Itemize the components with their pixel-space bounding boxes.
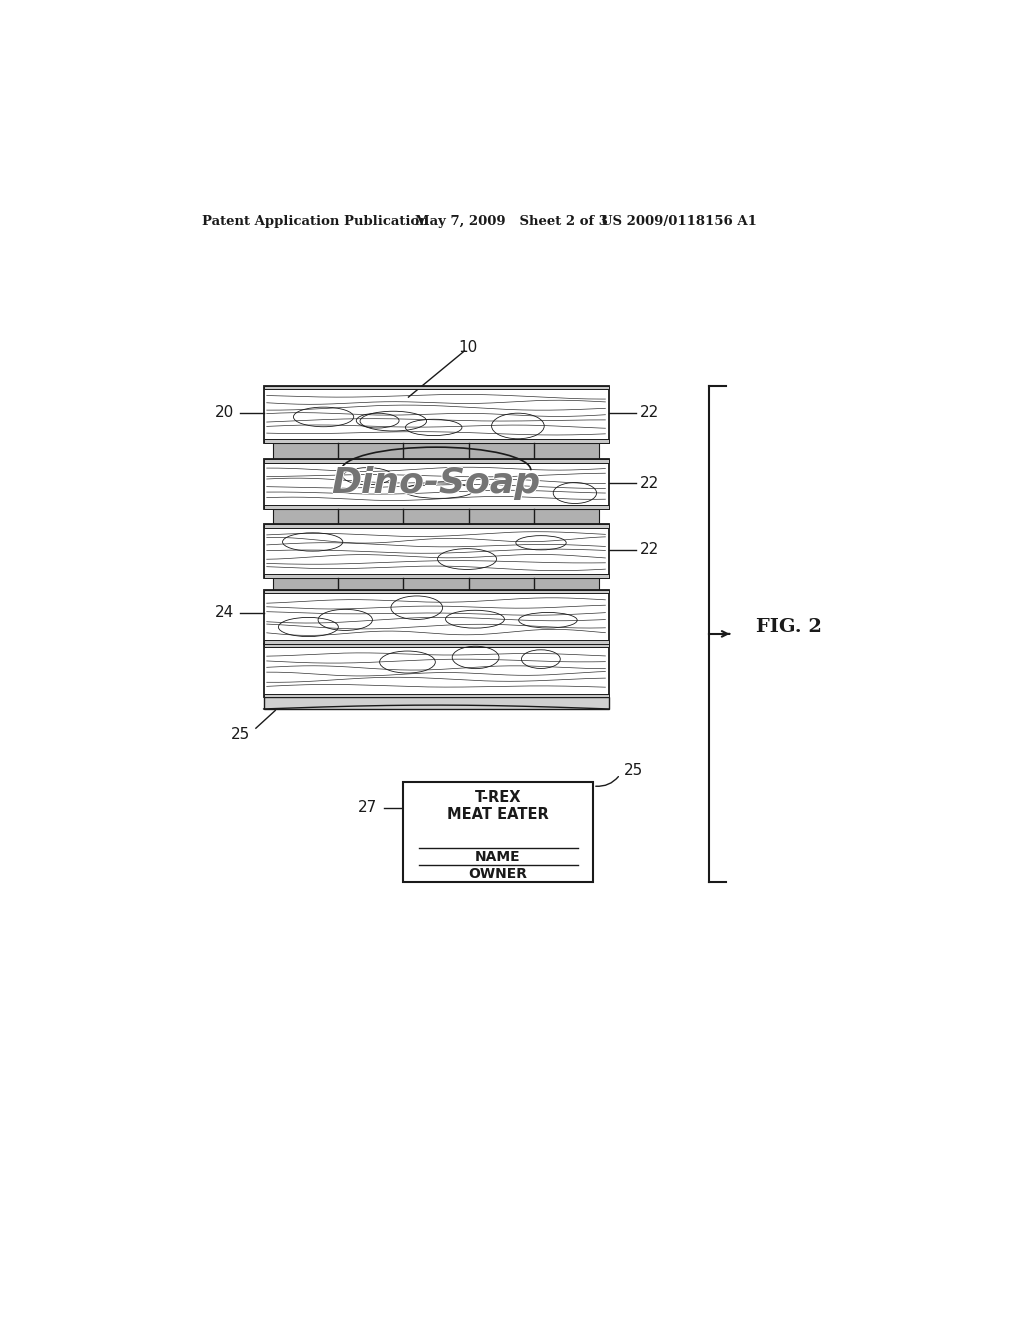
Text: 22: 22: [640, 475, 658, 491]
Text: 22: 22: [640, 543, 658, 557]
Polygon shape: [263, 524, 608, 578]
Polygon shape: [263, 385, 608, 389]
Polygon shape: [263, 385, 608, 444]
Text: 27: 27: [358, 800, 378, 814]
Text: 20: 20: [215, 405, 234, 420]
Text: Dino-Soap: Dino-Soap: [332, 466, 541, 500]
Text: 25: 25: [230, 727, 250, 742]
Text: 24: 24: [215, 605, 234, 620]
Text: OWNER: OWNER: [469, 867, 527, 882]
Polygon shape: [403, 781, 593, 882]
Text: T-REX: T-REX: [475, 789, 521, 805]
Text: Dino-Soap: Dino-Soap: [332, 467, 541, 502]
Text: Dino-Soap: Dino-Soap: [332, 466, 541, 500]
Text: NAME: NAME: [475, 850, 521, 863]
Polygon shape: [263, 590, 608, 644]
Polygon shape: [273, 444, 599, 459]
Polygon shape: [263, 440, 608, 444]
Polygon shape: [263, 644, 608, 697]
Text: Dino-Soap: Dino-Soap: [331, 466, 540, 500]
Polygon shape: [263, 697, 608, 709]
Text: Dino-Soap: Dino-Soap: [333, 466, 542, 500]
Polygon shape: [263, 640, 608, 644]
Polygon shape: [263, 574, 608, 578]
Text: 10: 10: [459, 339, 478, 355]
Polygon shape: [263, 644, 608, 647]
Text: 22: 22: [640, 405, 658, 420]
Text: MEAT EATER: MEAT EATER: [447, 807, 549, 822]
Polygon shape: [263, 693, 608, 697]
Polygon shape: [273, 508, 599, 524]
Polygon shape: [263, 590, 608, 594]
Text: Patent Application Publication: Patent Application Publication: [202, 215, 428, 228]
Text: 25: 25: [624, 763, 643, 777]
Text: US 2009/0118156 A1: US 2009/0118156 A1: [601, 215, 757, 228]
Polygon shape: [263, 459, 608, 508]
Polygon shape: [263, 459, 608, 462]
Polygon shape: [263, 524, 608, 528]
Text: FIG. 2: FIG. 2: [756, 618, 821, 635]
Polygon shape: [263, 506, 608, 508]
Polygon shape: [273, 578, 599, 590]
Text: May 7, 2009   Sheet 2 of 3: May 7, 2009 Sheet 2 of 3: [415, 215, 607, 228]
Text: Dino-Soap: Dino-Soap: [332, 465, 541, 499]
